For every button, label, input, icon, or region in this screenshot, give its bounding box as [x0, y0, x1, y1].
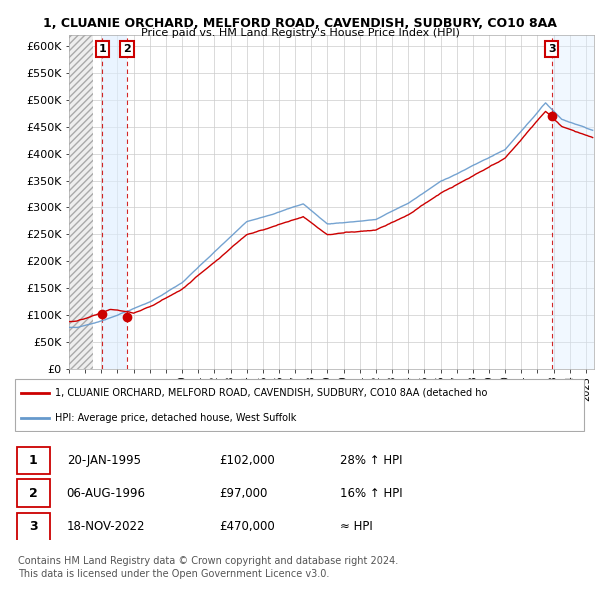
Text: 1: 1 — [98, 44, 106, 54]
Bar — [69, 35, 93, 369]
FancyBboxPatch shape — [15, 379, 584, 431]
Text: 1, CLUANIE ORCHARD, MELFORD ROAD, CAVENDISH, SUDBURY, CO10 8AA: 1, CLUANIE ORCHARD, MELFORD ROAD, CAVEND… — [43, 17, 557, 30]
Text: 16% ↑ HPI: 16% ↑ HPI — [340, 487, 403, 500]
Text: 3: 3 — [548, 44, 556, 54]
Text: Contains HM Land Registry data © Crown copyright and database right 2024.: Contains HM Land Registry data © Crown c… — [18, 556, 398, 566]
Text: £470,000: £470,000 — [220, 520, 275, 533]
FancyBboxPatch shape — [17, 447, 50, 474]
Text: ≈ HPI: ≈ HPI — [340, 520, 373, 533]
Text: 28% ↑ HPI: 28% ↑ HPI — [340, 454, 403, 467]
Bar — [102, 35, 127, 369]
Text: £97,000: £97,000 — [220, 487, 268, 500]
Text: 3: 3 — [29, 520, 38, 533]
Bar — [551, 35, 594, 369]
Text: This data is licensed under the Open Government Licence v3.0.: This data is licensed under the Open Gov… — [18, 569, 329, 579]
Text: 20-JAN-1995: 20-JAN-1995 — [67, 454, 141, 467]
Text: 1: 1 — [29, 454, 38, 467]
Text: 1, CLUANIE ORCHARD, MELFORD ROAD, CAVENDISH, SUDBURY, CO10 8AA (detached ho: 1, CLUANIE ORCHARD, MELFORD ROAD, CAVEND… — [55, 388, 488, 398]
Text: £102,000: £102,000 — [220, 454, 275, 467]
FancyBboxPatch shape — [17, 513, 50, 541]
Text: 18-NOV-2022: 18-NOV-2022 — [67, 520, 145, 533]
Text: 06-AUG-1996: 06-AUG-1996 — [67, 487, 146, 500]
Text: 2: 2 — [123, 44, 131, 54]
FancyBboxPatch shape — [17, 480, 50, 507]
Text: 2: 2 — [29, 487, 38, 500]
Text: Price paid vs. HM Land Registry's House Price Index (HPI): Price paid vs. HM Land Registry's House … — [140, 28, 460, 38]
Text: HPI: Average price, detached house, West Suffolk: HPI: Average price, detached house, West… — [55, 414, 296, 423]
